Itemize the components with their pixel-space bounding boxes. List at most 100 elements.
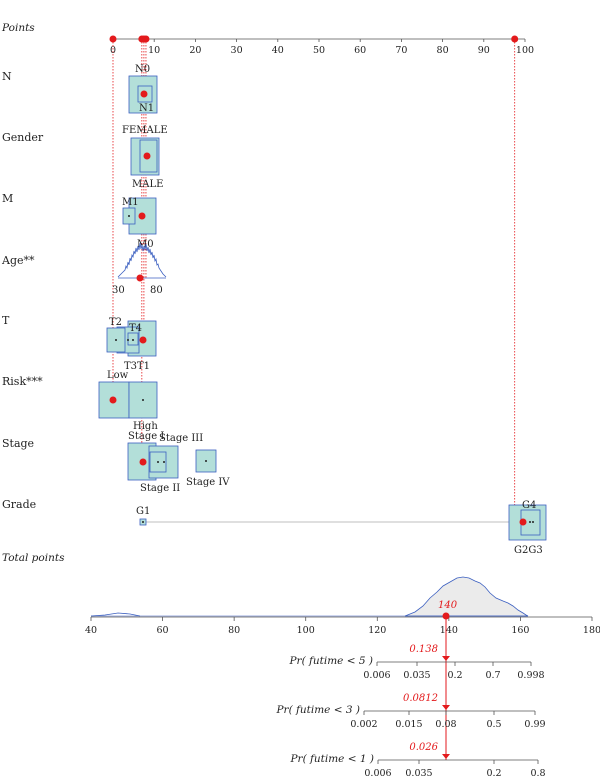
cat-label-g1: G1	[136, 506, 150, 517]
selected-point-t	[139, 336, 147, 344]
row-m: M1 M0	[122, 197, 157, 250]
points-tick-label-1: 10	[148, 45, 160, 56]
cat-label-g4: G4	[522, 500, 536, 511]
cat-label-n0: N0	[135, 64, 150, 75]
cat-label-t4: T4	[129, 323, 142, 334]
prob-axis-2-tick-label-1: 0.035	[405, 768, 432, 779]
stage-iv-dot	[205, 460, 207, 462]
cat-label-stage-iv: Stage IV	[186, 477, 230, 488]
prob-axis-label-2: Pr( futime < 1 )	[289, 753, 374, 765]
variable-label-stage: Stage	[2, 437, 34, 450]
cat-label-female: FEMALE	[122, 125, 168, 136]
variable-label-grade: Grade	[2, 498, 36, 511]
prob-value-0: 0.138	[409, 644, 438, 655]
total-tick-label-0: 40	[85, 625, 97, 636]
t2-dot	[115, 339, 117, 341]
row-risk: Low High	[98, 370, 158, 432]
points-tick-label-9: 90	[478, 45, 490, 56]
prob-axis-1-tick-label-3: 0.5	[486, 719, 501, 730]
total-points-axis-label: Total points	[2, 552, 65, 564]
age-range-low: 30	[112, 285, 125, 296]
variable-label-gender: Gender	[2, 131, 44, 144]
points-tick-label-2: 20	[189, 45, 201, 56]
variable-label-n: N	[2, 70, 12, 83]
prob-value-1: 0.0812	[403, 693, 438, 704]
prob-axis-1-tick-label-0: 0.002	[350, 719, 377, 730]
points-axis: 0 10 20 30 40 50 60 70 80 90 100	[109, 35, 534, 56]
cat-label-stage-ii: Stage II	[140, 483, 180, 494]
total-points-axis: 40 60 80 100 120 140 160 180	[85, 616, 600, 636]
prob-arrow-0	[442, 656, 450, 661]
cat-label-t1: T1	[137, 361, 150, 372]
g2g3-dot	[532, 521, 534, 523]
row-gender: FEMALE MALE	[122, 125, 168, 190]
prob-axis-label-1: Pr( futime < 3 )	[275, 704, 360, 716]
row-grade: G1 G4 G2G3	[136, 500, 547, 556]
variable-label-age: Age**	[1, 254, 35, 267]
row-t: T2 T4 T3 T1	[106, 317, 157, 372]
total-points-density-area	[404, 576, 529, 617]
variable-label-t: T	[2, 314, 10, 327]
prob-axis-2-tick-label-2: 0.2	[486, 768, 501, 779]
t4-dot	[132, 339, 134, 341]
variable-label-risk: Risk***	[2, 375, 43, 388]
row-age: 30 80	[112, 242, 167, 296]
prob-value-2: 0.026	[409, 742, 438, 753]
total-points-density-left-tail	[90, 612, 141, 617]
selected-point-stage	[139, 458, 147, 466]
points-tick-label-6: 60	[354, 45, 366, 56]
total-tick-label-2: 80	[228, 625, 240, 636]
high-dot	[142, 399, 144, 401]
cat-label-t3: T3	[124, 361, 137, 372]
selected-point-m	[138, 212, 146, 220]
points-tick-label-5: 50	[313, 45, 325, 56]
total-tick-label-5: 140	[440, 625, 458, 636]
total-tick-label-7: 180	[583, 625, 600, 636]
prob-axis-0-tick-label-2: 0.2	[447, 670, 462, 681]
total-points-density	[90, 576, 529, 617]
total-tick-label-1: 60	[157, 625, 169, 636]
prob-axis-1-tick-label-1: 0.015	[395, 719, 422, 730]
selected-point-n	[140, 90, 148, 98]
selected-point-age	[136, 274, 144, 282]
selected-point-gender	[143, 152, 151, 160]
prob-axis-0-tick-label-3: 0.7	[485, 670, 500, 681]
variable-label-m: M	[2, 192, 13, 205]
points-tick-label-8: 80	[437, 45, 449, 56]
prob-axis-label-0: Pr( futime < 5 )	[288, 655, 373, 667]
prob-axis-1-tick-label-4: 0.99	[524, 719, 545, 730]
selected-point-risk	[109, 396, 117, 404]
prob-arrow-1	[442, 705, 450, 710]
cat-label-stage-iii: Stage III	[159, 433, 203, 444]
prob-axis-2-tick-label-0: 0.006	[364, 768, 391, 779]
probability-axes: 0.006 0.035 0.2 0.7 0.998 Pr( futime < 5 ) 0.1…	[275, 644, 545, 779]
prob-arrow-2	[442, 754, 450, 759]
prob-axis-0-tick-label-4: 0.998	[517, 670, 544, 681]
total-points-marker	[442, 612, 450, 620]
stage-iii-dot	[163, 461, 165, 463]
g4-dot	[529, 521, 531, 523]
cat-label-n1: N1	[139, 103, 154, 114]
cat-label-m0: M0	[137, 239, 154, 250]
g1-dot	[142, 521, 144, 523]
prob-axis-0-tick-label-1: 0.035	[403, 670, 430, 681]
cat-label-stage-i: Stage I	[128, 431, 164, 442]
row-n: N0 N1	[128, 64, 158, 114]
cat-label-g2g3: G2G3	[514, 545, 543, 556]
stage-ii-dot	[157, 461, 159, 463]
points-tick-label-10: 100	[516, 45, 534, 56]
cat-label-t2: T2	[109, 317, 122, 328]
points-tick-label-0: 0	[110, 45, 116, 56]
points-tick-label-3: 30	[231, 45, 243, 56]
prob-axis-0-tick-label-0: 0.006	[363, 670, 390, 681]
points-tick-label-7: 70	[395, 45, 407, 56]
total-points-value: 140	[438, 600, 458, 611]
prob-axis-2-tick-label-3: 0.8	[530, 768, 545, 779]
t3-dot	[127, 339, 129, 341]
selected-point-grade	[519, 518, 527, 526]
prob-axis-1-tick-label-2: 0.08	[435, 719, 456, 730]
row-stage: Stage I Stage III Stage II Stage IV	[127, 431, 230, 494]
cat-label-m1: M1	[122, 197, 139, 208]
cat-label-male: MALE	[132, 179, 163, 190]
points-axis-label: Points	[1, 22, 35, 34]
